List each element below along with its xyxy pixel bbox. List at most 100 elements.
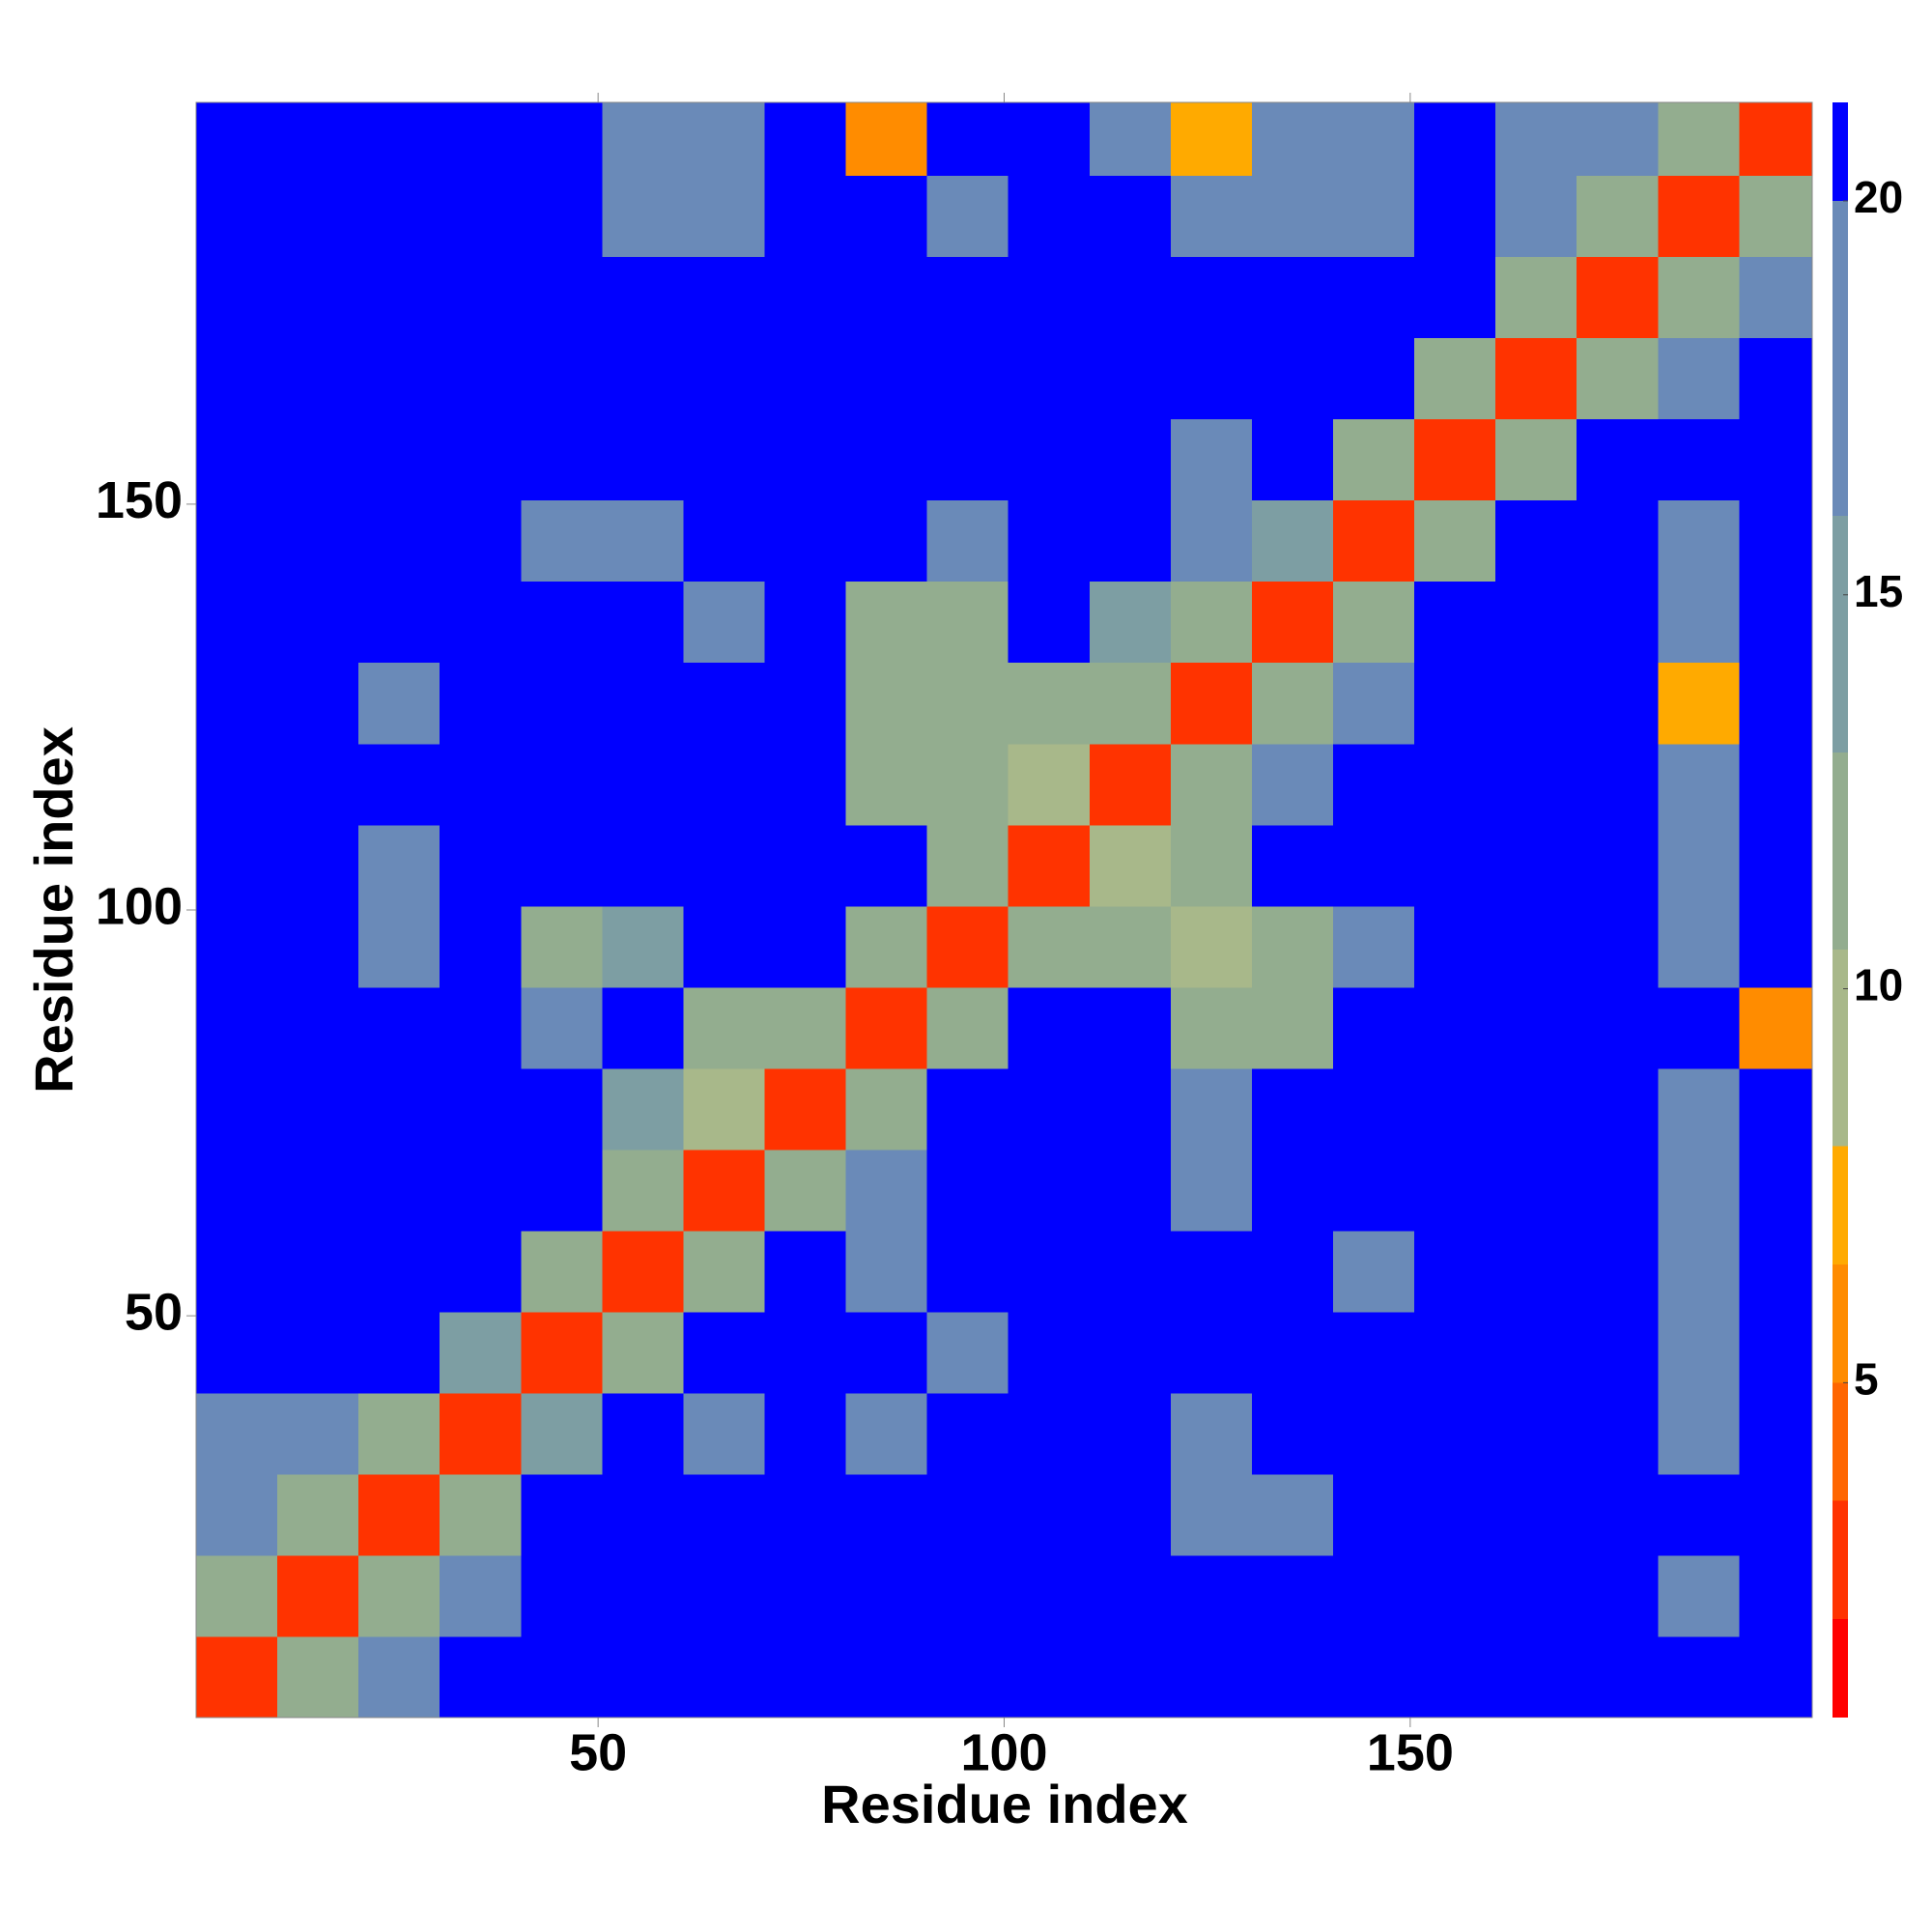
heatmap-cell xyxy=(683,1554,765,1637)
heatmap-cell xyxy=(1495,1635,1577,1719)
heatmap-cell xyxy=(1170,175,1253,258)
heatmap-cell xyxy=(1414,499,1496,582)
heatmap-cell xyxy=(1495,1392,1577,1475)
heatmap-cell xyxy=(1089,743,1172,826)
heatmap-cell xyxy=(1332,1473,1415,1556)
heatmap-cell xyxy=(1332,102,1415,177)
heatmap-cell xyxy=(1658,175,1740,258)
heatmap-cell xyxy=(1251,1230,1334,1313)
heatmap-cell xyxy=(683,986,765,1069)
heatmap-cell xyxy=(1170,662,1253,745)
heatmap-cell xyxy=(1170,905,1253,988)
colorbar-band xyxy=(1833,1146,1848,1265)
heatmap-cell xyxy=(1008,1230,1091,1313)
heatmap-cell xyxy=(1251,743,1334,826)
heatmap-cell xyxy=(1739,102,1813,177)
heatmap-cell xyxy=(926,662,1009,745)
heatmap-cell xyxy=(1332,986,1415,1069)
heatmap-cell xyxy=(845,175,928,258)
heatmap-cell xyxy=(1414,1473,1496,1556)
heatmap-cell xyxy=(440,1635,522,1719)
heatmap-cell xyxy=(764,1311,847,1394)
heatmap-cell xyxy=(1658,1067,1740,1151)
heatmap-cell xyxy=(926,499,1009,582)
heatmap-cell xyxy=(845,256,928,339)
heatmap-cell xyxy=(277,1473,359,1556)
heatmap-cell xyxy=(926,1473,1009,1556)
heatmap-cell xyxy=(1658,256,1740,339)
heatmap-cell xyxy=(358,662,440,745)
heatmap-cell xyxy=(1089,337,1172,420)
heatmap-cell xyxy=(845,1473,928,1556)
heatmap-cell xyxy=(1658,499,1740,582)
heatmap-cell xyxy=(1332,1230,1415,1313)
heatmap-cell xyxy=(1089,824,1172,907)
heatmap-cell xyxy=(1739,1473,1813,1556)
heatmap-cell xyxy=(1495,418,1577,501)
heatmap-cell xyxy=(1577,175,1659,258)
heatmap-cell xyxy=(926,102,1009,177)
heatmap-cell xyxy=(1495,743,1577,826)
heatmap-cell xyxy=(1008,1392,1091,1475)
heatmap-cell xyxy=(1495,175,1577,258)
heatmap-cell xyxy=(521,1554,603,1637)
heatmap-cell xyxy=(1658,662,1740,745)
colorbar-band xyxy=(1833,1382,1848,1501)
heatmap-cell xyxy=(926,905,1009,988)
heatmap-cell xyxy=(196,743,278,826)
heatmap-cell xyxy=(1495,581,1577,664)
heatmap-cell xyxy=(926,1149,1009,1232)
heatmap-cell xyxy=(1577,1635,1659,1719)
heatmap-cell xyxy=(1008,986,1091,1069)
heatmap-cell xyxy=(358,1554,440,1637)
heatmap-cell xyxy=(440,986,522,1069)
heatmap-cell xyxy=(1495,824,1577,907)
heatmap-cell xyxy=(1577,743,1659,826)
heatmap-cell xyxy=(845,499,928,582)
heatmap-cell xyxy=(1495,1554,1577,1637)
heatmap-cell xyxy=(196,1230,278,1313)
heatmap-cell xyxy=(764,1067,847,1151)
heatmap-cell xyxy=(358,337,440,420)
heatmap-cell xyxy=(1251,905,1334,988)
heatmap-cell xyxy=(358,581,440,664)
heatmap-cell xyxy=(521,1635,603,1719)
heatmap-cell xyxy=(764,905,847,988)
heatmap-cell xyxy=(602,824,684,907)
heatmap-cell xyxy=(926,581,1009,664)
heatmap-cell xyxy=(1089,662,1172,745)
heatmap-cell xyxy=(1414,986,1496,1069)
y-axis-title: Residue index xyxy=(23,726,84,1094)
heatmap-cell xyxy=(1414,418,1496,501)
heatmap-cell xyxy=(358,1067,440,1151)
heatmap-cell xyxy=(683,499,765,582)
colorbar-band xyxy=(1833,752,1848,950)
heatmap-cell xyxy=(1577,102,1659,177)
heatmap-cell xyxy=(521,905,603,988)
heatmap-cell xyxy=(1170,1473,1253,1556)
heatmap-cell xyxy=(926,1067,1009,1151)
heatmap-cell xyxy=(1089,905,1172,988)
heatmap-cell xyxy=(1495,662,1577,745)
heatmap-cell xyxy=(764,581,847,664)
heatmap-cell xyxy=(683,662,765,745)
heatmap-cell xyxy=(1089,581,1172,664)
heatmap-cell xyxy=(1414,337,1496,420)
heatmap-cell xyxy=(196,581,278,664)
heatmap-cell xyxy=(1089,1392,1172,1475)
heatmap-cell xyxy=(1577,1311,1659,1394)
x-tick-label: 150 xyxy=(1367,1723,1454,1781)
heatmap-cell xyxy=(1251,175,1334,258)
heatmap-cell xyxy=(277,1392,359,1475)
heatmap-cell xyxy=(602,102,684,177)
heatmap-cell xyxy=(1089,1230,1172,1313)
heatmap-cell xyxy=(440,743,522,826)
heatmap-cell xyxy=(521,662,603,745)
heatmap-cell xyxy=(602,662,684,745)
heatmap-cell xyxy=(1332,337,1415,420)
heatmap-cell xyxy=(1739,418,1813,501)
heatmap-cell xyxy=(1414,1311,1496,1394)
heatmap-cell xyxy=(196,905,278,988)
heatmap-cell xyxy=(683,1392,765,1475)
heatmap-cell xyxy=(440,1311,522,1394)
